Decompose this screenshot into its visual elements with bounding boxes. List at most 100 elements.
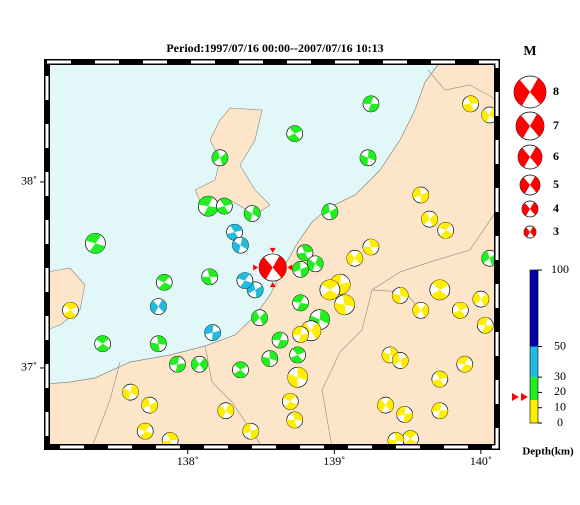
event [232,361,249,379]
beachball-quadrant [346,252,355,266]
beachball-quadrant [452,310,466,319]
beachball-quadrant [403,430,417,439]
beachball-quadrant [432,279,449,290]
beachball-quadrant [399,287,409,298]
beachball-quadrant [368,103,379,112]
beachball-quadrant [368,239,379,248]
beachball-quadrant [513,79,530,106]
beachball-quadrant [64,302,78,311]
beachball-quadrant [141,397,150,410]
beachball-quadrant [396,406,406,417]
beachball-quadrant [321,203,330,216]
x-tick-label: 139˚ [323,454,345,468]
legend-ball [513,75,547,109]
event [391,287,409,304]
event [292,294,309,312]
beachball-quadrant [211,150,220,163]
beachball-quadrant [329,207,338,220]
beachball-quadrant [149,401,158,414]
beachball-quadrant [169,356,180,366]
event [391,352,409,369]
beachball-quadrant [385,398,394,412]
event [281,393,299,410]
beachball-quadrant [289,125,303,134]
beachball-quadrant [360,154,369,166]
beachball-quadrant [237,272,250,281]
beachball-quadrant [296,302,309,311]
beachball-quadrant [272,255,287,278]
event [296,244,314,261]
beachball-quadrant [211,330,221,341]
beachball-quadrant [240,280,253,289]
sea [47,62,440,384]
beachball-quadrant [392,352,401,366]
event [197,195,219,217]
beachball-quadrant [520,177,530,194]
beachball-quadrant [530,146,542,167]
beachball-quadrant [420,303,429,318]
beachball-quadrant [156,274,170,283]
beachball-quadrant [269,350,278,361]
beachball-quadrant [150,300,159,314]
main-shock-pointer [253,264,259,271]
beachball-quadrant [234,361,248,370]
legend-label: 3 [553,224,559,238]
event [251,309,268,327]
event [150,335,167,353]
beachball-quadrant [467,95,479,104]
beachball-quadrant [130,384,139,397]
event [136,422,154,440]
event [217,402,235,420]
event [191,355,208,373]
beachball-quadrant [339,281,351,295]
event [261,350,279,368]
event [412,301,430,319]
beachball-quadrant [225,403,234,417]
beachball-quadrant [394,432,404,443]
event [362,238,380,256]
depth-band [530,377,538,401]
legend-ball [517,144,543,170]
event [452,301,469,319]
depth-band [530,346,538,378]
beachball-quadrant [431,289,448,300]
depth-tick-label: 100 [551,262,569,276]
beachball-quadrant [292,294,305,303]
beachball-quadrant [63,310,77,319]
event [155,274,173,291]
main-shock-pointer [269,282,276,288]
beachball-quadrant [298,333,309,343]
beachball-quadrant [140,431,153,440]
beachball-quadrant [400,355,409,369]
beachball-quadrant [259,311,268,325]
beachball-quadrant [292,412,303,421]
event [429,279,451,301]
event [306,255,324,273]
x-tick-label: 138˚ [177,454,199,468]
beachball-quadrant [300,266,309,278]
beachball-quadrant [334,302,347,315]
beachball-quadrant [460,364,473,373]
beachball-quadrant [429,213,438,227]
beachball-quadrant [199,357,208,371]
event [232,236,249,254]
main-shock-pointer [269,247,276,253]
beachball-quadrant [287,133,301,142]
event [243,205,261,222]
beachball-quadrant [462,103,475,112]
beachball-quadrant [530,176,540,193]
beachball-quadrant [319,309,330,324]
main-shock-pointer [287,264,293,271]
beachball-quadrant [198,196,213,207]
event [226,223,243,241]
beachball-quadrant [412,303,421,317]
event [456,355,474,373]
event [169,355,186,373]
y-tick-label: 37˚ [21,360,37,374]
beachball-quadrant [204,324,214,335]
legend-ball [523,225,537,239]
depth-tick-label: 20 [554,384,566,398]
beachball-quadrant [96,343,110,352]
event [292,326,309,343]
